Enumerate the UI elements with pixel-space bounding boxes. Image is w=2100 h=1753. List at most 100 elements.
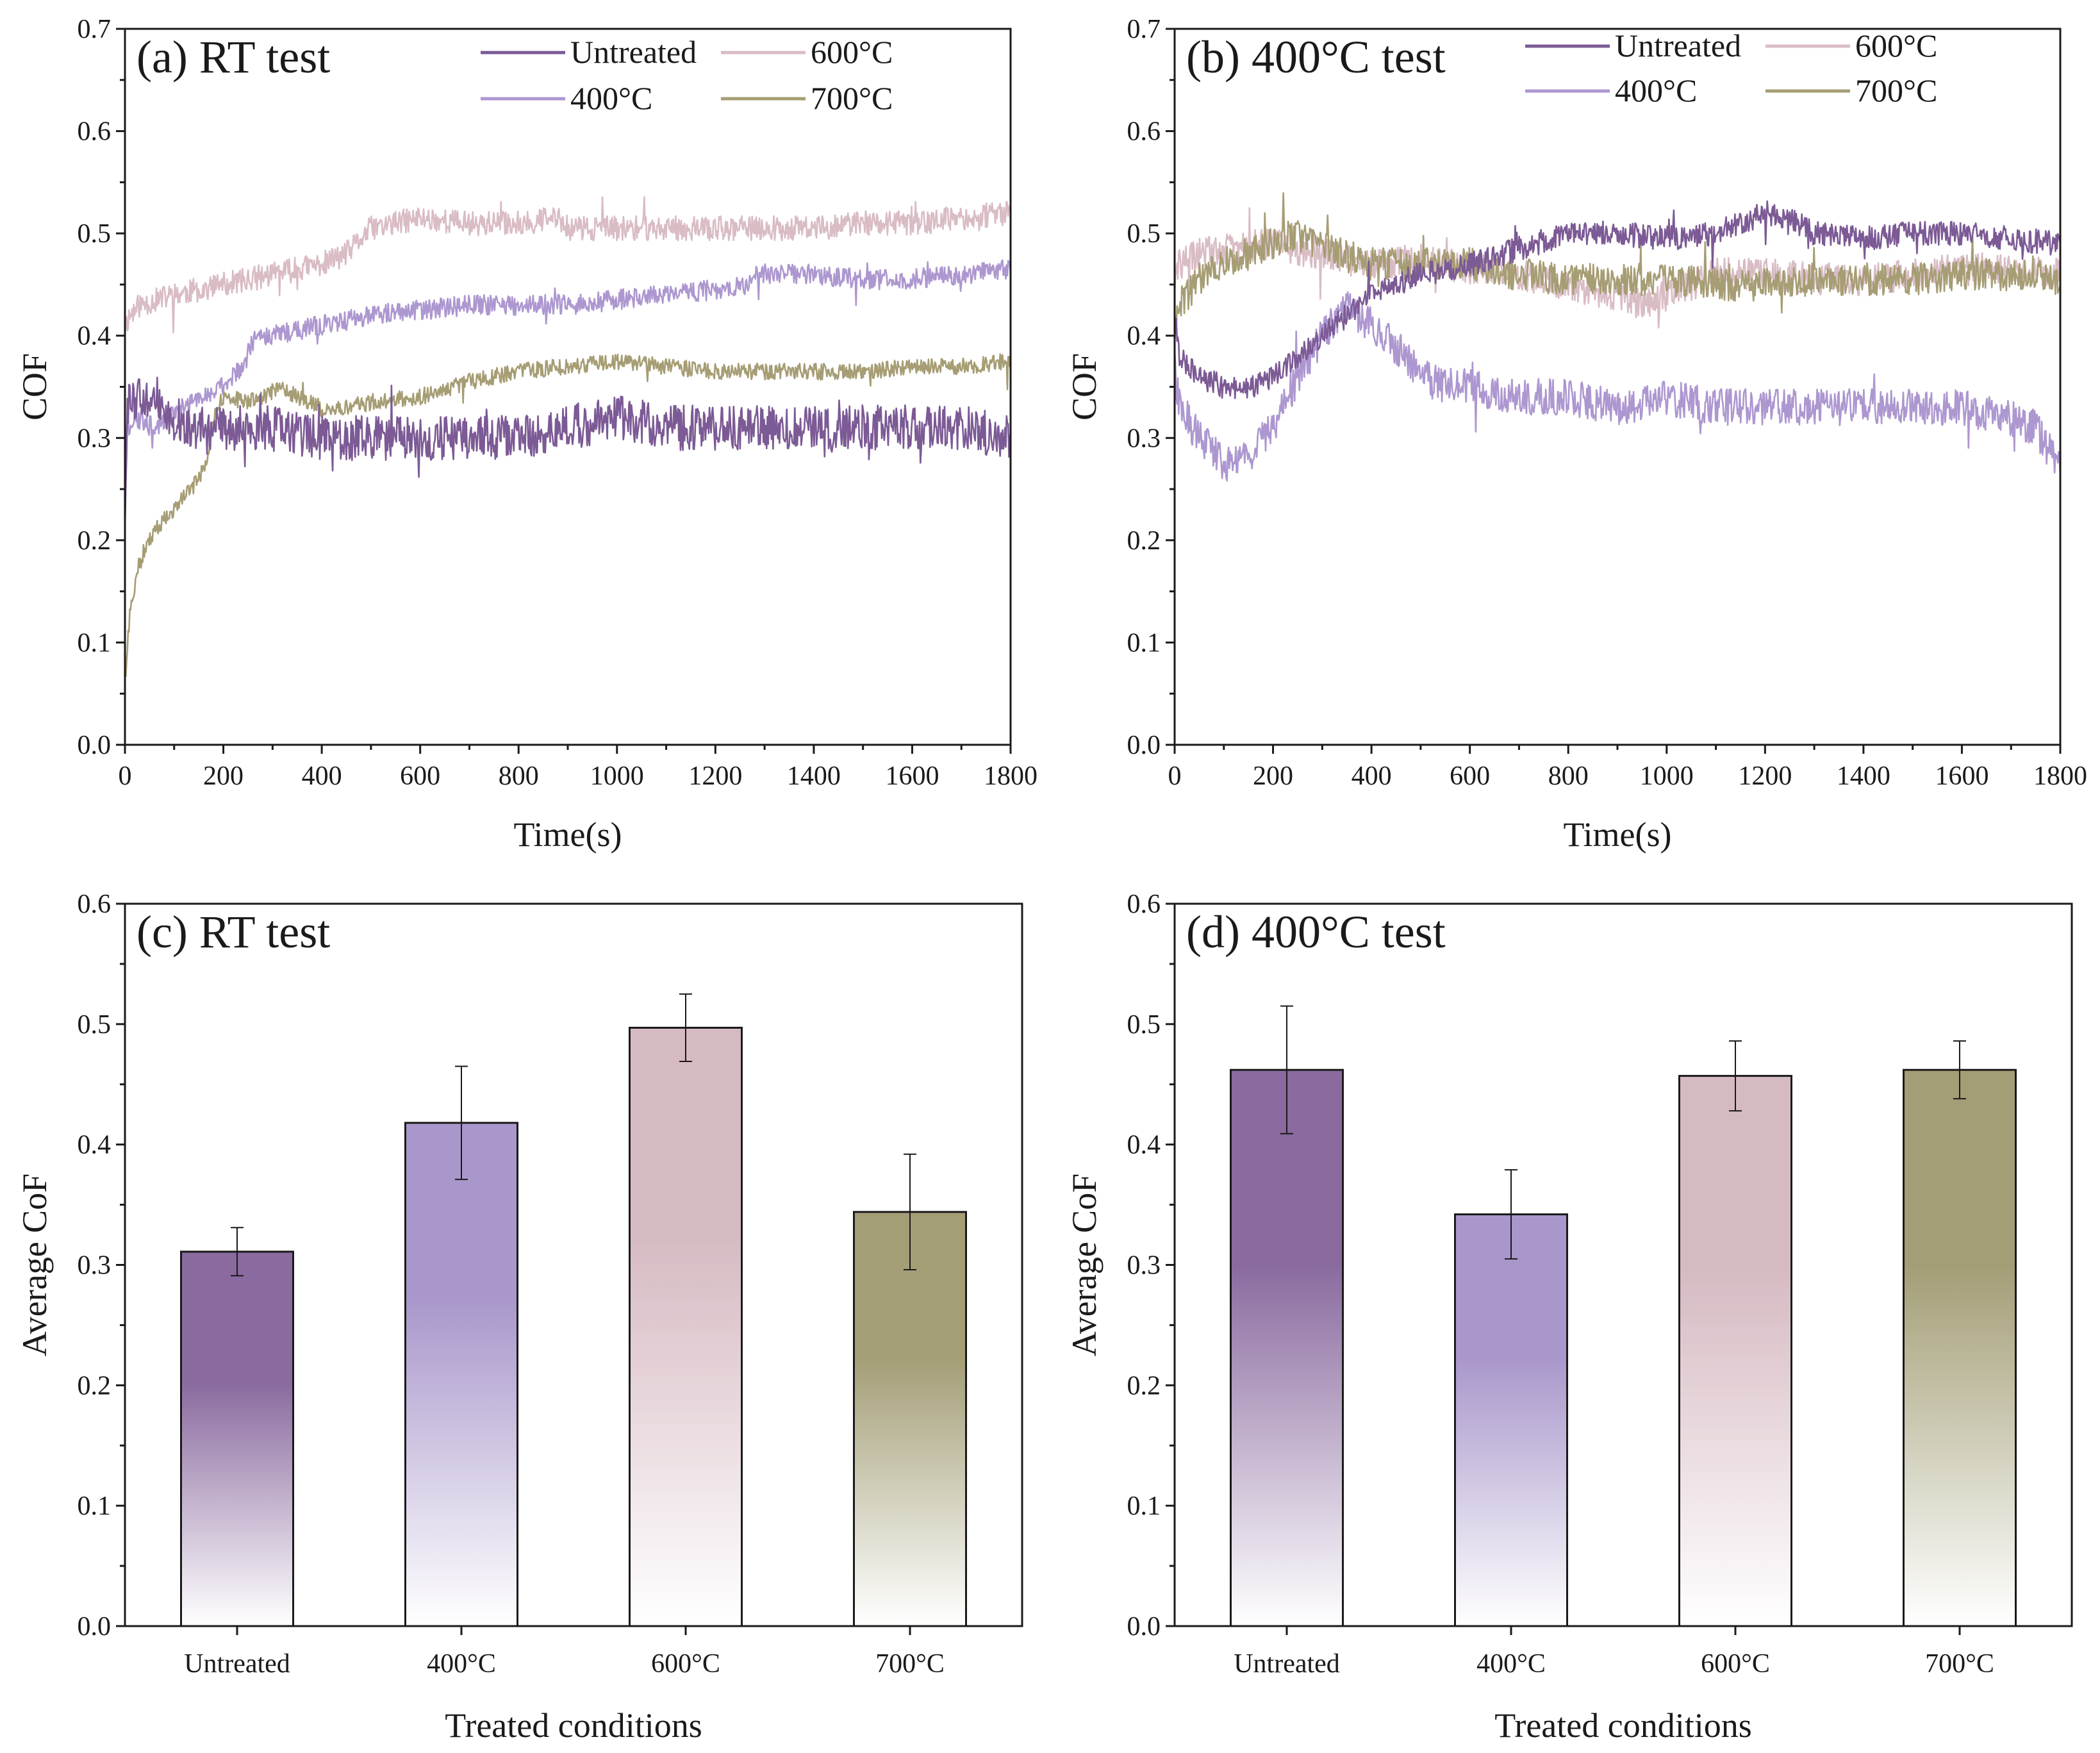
panel-b-x-axis-title: Time(s) [1563, 815, 1671, 854]
panel-d-y-tick-label: 0.5 [1127, 1010, 1161, 1040]
panel-d-y-tick-label: 0.3 [1127, 1251, 1161, 1281]
panel-b: 0 200 400 600 800 1000 1200 1400 1600 1800 0.0 0.1 0… [1065, 15, 2087, 854]
panel-b-series-600c [1173, 207, 2062, 329]
panel-c-x-axis-title: Treated conditions [445, 1706, 702, 1745]
panel-a-y-tick-label: 0.6 [78, 117, 112, 147]
panel-b-y-axis-title: COF [1065, 353, 1104, 420]
panel-b-y-tick-label: 0.2 [1127, 526, 1161, 556]
panel-b-title: (b) 400°C test [1186, 31, 1446, 83]
panel-b-series [1173, 192, 2062, 482]
panel-b-y-tick-label: 0.5 [1127, 219, 1161, 249]
panel-a-legend-untreated: Untreated [570, 34, 697, 70]
panel-c-error-bar-600c [679, 993, 692, 1063]
panel-c-ticks: 0.0 0.1 0.2 0.3 0.4 0.5 0.6 Untreated 400°C 600°C… [78, 890, 945, 1679]
panel-a-legend: Untreated 400°C 600°C 700°C [481, 34, 893, 116]
panel-b-x-tick-label: 1400 [1837, 761, 1890, 791]
panel-a: 0 200 400 600 800 1000 1200 1400 1600 1800 0.0 0.1 0… [15, 15, 1038, 854]
panel-a-y-axis-title: COF [15, 353, 54, 420]
panel-d: 0.0 0.1 0.2 0.3 0.4 0.5 0.6 Untreated 400°C 600°C… [1065, 890, 2073, 1745]
panel-b-legend-600c: 600°C [1855, 28, 1937, 63]
panel-b-x-tick-label: 200 [1253, 761, 1293, 791]
panel-d-y-axis-title: Average CoF [1065, 1174, 1104, 1356]
panel-a-y-tick-label: 0.4 [78, 322, 112, 351]
panel-b-series-400c [1173, 291, 2062, 482]
panel-a-y-tick-label: 0.5 [78, 219, 112, 249]
panel-d-y-tick-label: 0.2 [1127, 1371, 1161, 1400]
panel-d-x-axis-title: Treated conditions [1494, 1706, 1751, 1745]
panel-d-category-label-400c: 400°C [1476, 1649, 1546, 1679]
panel-b-y-tick-label: 0.4 [1127, 322, 1161, 351]
panel-d-y-tick-label: 0.1 [1127, 1491, 1161, 1521]
panel-b-y-tick-label: 0.1 [1127, 628, 1161, 658]
panel-c-y-tick-label: 0.5 [78, 1010, 112, 1040]
panel-b-y-tick-label: 0.0 [1127, 731, 1161, 760]
panel-c-bar-400c [404, 1122, 518, 1627]
panel-a-series-600c [124, 195, 1012, 334]
panel-a-series-400c [124, 259, 1012, 467]
panel-c-title: (c) RT test [136, 906, 330, 958]
panel-a-x-tick-label: 600 [400, 761, 440, 791]
panel-a-x-tick-label: 1200 [688, 761, 742, 791]
panel-b-y-tick-label: 0.6 [1127, 117, 1161, 147]
panel-c-y-tick-label: 0.1 [78, 1491, 112, 1521]
panel-a-series-700c [124, 353, 1012, 677]
panel-b-x-tick-label: 0 [1168, 761, 1182, 791]
panel-b-legend-untreated: Untreated [1615, 28, 1741, 63]
panel-a-legend-600c: 600°C [811, 34, 893, 70]
panel-b-series-700c [1173, 192, 2062, 342]
panel-b-x-tick-label: 1600 [1935, 761, 1988, 791]
panel-c-category-label-600c: 600°C [651, 1649, 720, 1679]
panel-a-x-tick-label: 1600 [885, 761, 939, 791]
panel-d-category-label-untreated: Untreated [1234, 1649, 1340, 1679]
panel-c-error-bar-untreated [231, 1227, 244, 1277]
panel-a-title: (a) RT test [136, 31, 330, 83]
panel-d-bar-700c [1903, 1068, 2017, 1627]
panel-c-bar-700c [853, 1211, 967, 1627]
panel-a-x-tick-label: 200 [203, 761, 244, 791]
panel-c-bar-untreated [180, 1250, 294, 1627]
panel-b-x-tick-label: 800 [1548, 761, 1589, 791]
panel-d-category-label-700c: 700°C [1925, 1649, 1994, 1679]
panel-b-x-tick-label: 400 [1352, 761, 1392, 791]
panel-b-x-tick-label: 1200 [1738, 761, 1792, 791]
panel-b-legend: Untreated 400°C 600°C 700°C [1525, 28, 1937, 108]
panel-a-x-tick-label: 800 [499, 761, 539, 791]
panel-d-bar-400c [1454, 1213, 1568, 1627]
panel-a-legend-400c: 400°C [570, 80, 652, 116]
panel-d-error-bar-600c [1729, 1040, 1742, 1112]
panel-c-category-label-700c: 700°C [875, 1649, 945, 1679]
panel-b-ticks: 0 200 400 600 800 1000 1200 1400 1600 1800 0.0 0.1 0… [1127, 15, 2088, 791]
panel-c-y-tick-label: 0.0 [78, 1612, 112, 1641]
panel-c-bar-600c [629, 1026, 743, 1627]
panel-c-category-label-untreated: Untreated [184, 1649, 290, 1679]
panel-c-y-tick-label: 0.6 [78, 890, 112, 919]
panel-d-bar-600c [1678, 1075, 1792, 1627]
panel-d-ticks: 0.0 0.1 0.2 0.3 0.4 0.5 0.6 Untreated 400°C 600°C… [1127, 890, 1994, 1679]
panel-a-y-tick-label: 0.0 [78, 731, 112, 760]
panel-a-x-tick-label: 400 [302, 761, 342, 791]
panel-b-y-tick-label: 0.7 [1127, 15, 1161, 44]
panel-d-y-tick-label: 0.6 [1127, 890, 1161, 919]
panel-d-error-bar-untreated [1280, 1005, 1293, 1134]
panel-b-series-untreated [1173, 200, 2062, 399]
panel-a-legend-700c: 700°C [811, 80, 893, 116]
panel-a-frame [124, 28, 1012, 746]
panel-d-category-label-600c: 600°C [1701, 1649, 1770, 1679]
panel-a-x-tick-label: 1800 [984, 761, 1038, 791]
panel-a-x-tick-label: 1000 [590, 761, 644, 791]
panel-d-bar-untreated [1230, 1068, 1344, 1627]
panel-c-category-label-400c: 400°C [427, 1649, 496, 1679]
panel-b-y-tick-label: 0.3 [1127, 424, 1161, 453]
panel-c-error-bar-700c [904, 1153, 916, 1271]
panel-c: 0.0 0.1 0.2 0.3 0.4 0.5 0.6 Untreated 400°C 600°C… [15, 890, 1023, 1745]
panel-b-x-tick-label: 1800 [2033, 761, 2087, 791]
panel-b-x-tick-label: 600 [1450, 761, 1490, 791]
panel-d-error-bar-700c [1953, 1040, 1966, 1100]
panel-a-x-axis-title: Time(s) [513, 815, 622, 854]
panel-d-title: (d) 400°C test [1186, 906, 1446, 958]
panel-b-legend-700c: 700°C [1855, 72, 1937, 108]
panel-c-error-bar-400c [455, 1065, 468, 1181]
panel-b-x-tick-label: 1000 [1640, 761, 1694, 791]
panel-b-frame [1173, 28, 2062, 746]
panel-c-bars [180, 993, 967, 1627]
